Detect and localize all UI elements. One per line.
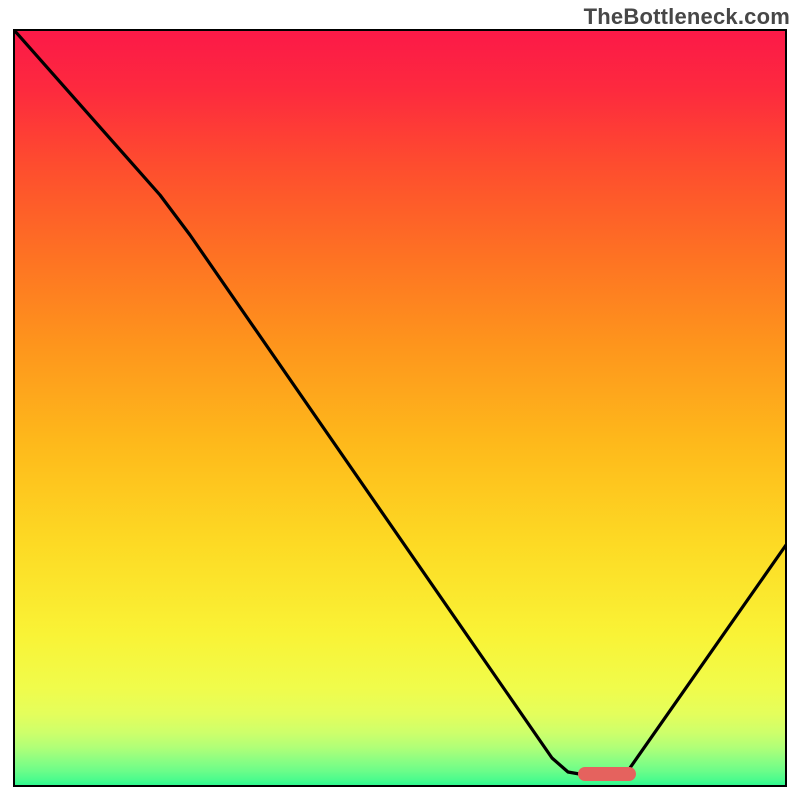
- bottleneck-chart: [0, 0, 800, 800]
- watermark-text: TheBottleneck.com: [584, 4, 790, 30]
- optimal-marker: [578, 767, 636, 781]
- gradient-background: [14, 30, 786, 786]
- chart-container: { "watermark": { "text": "TheBottleneck.…: [0, 0, 800, 800]
